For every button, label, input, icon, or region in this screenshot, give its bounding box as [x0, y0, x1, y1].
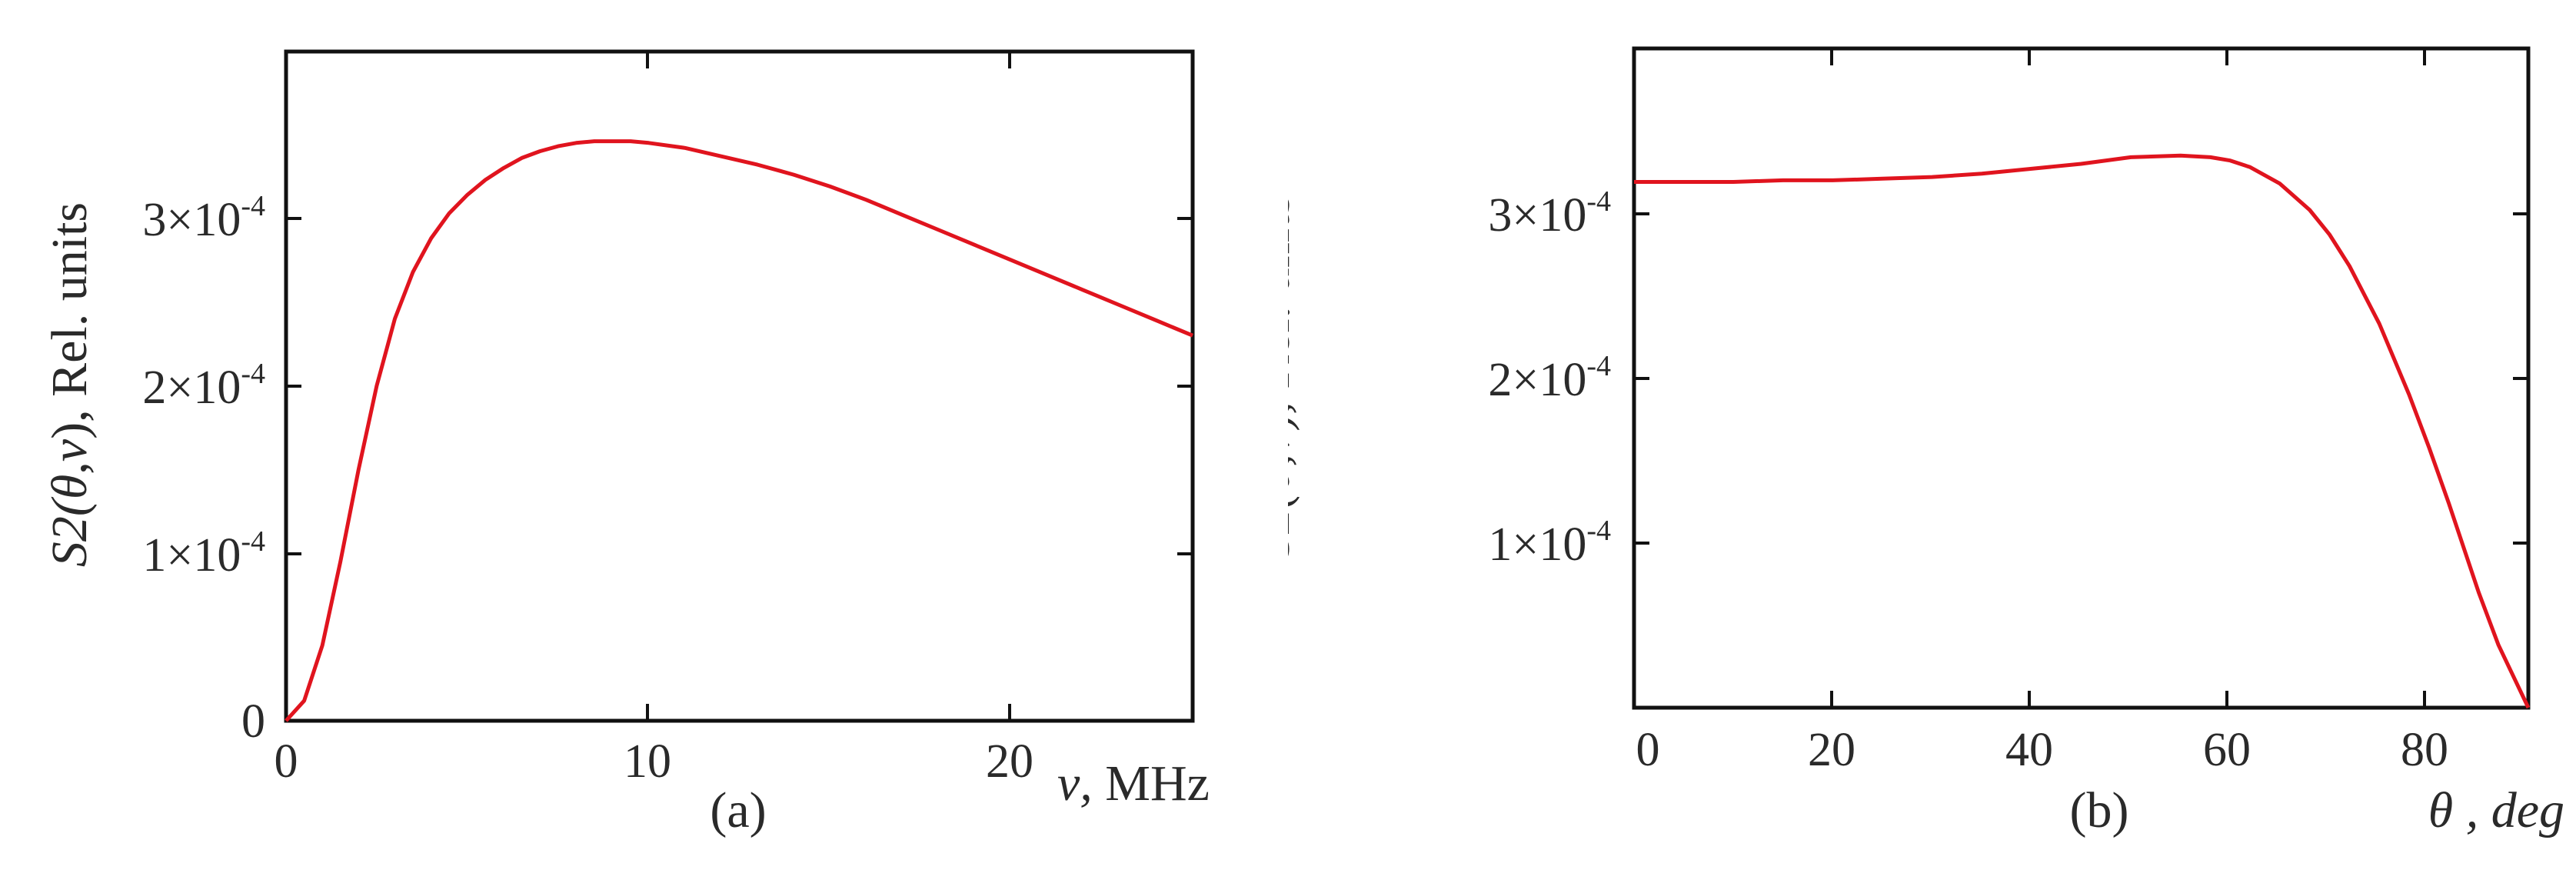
y-tick-label: 2×10-4 [142, 358, 265, 414]
y-tick-label: 3×10-4 [142, 190, 265, 246]
x-tick-labels-a: 0 10 20 [275, 735, 1034, 788]
x-tick-label: 0 [275, 735, 298, 788]
x-tick-label: 0 [1636, 724, 1660, 776]
data-line-b [1634, 153, 2531, 709]
y-tick-label: 1×10-4 [142, 525, 265, 582]
x-tick-labels-b: 0 20 40 60 80 [1636, 724, 2449, 776]
chart-a-svg: S2(θ,ν), Rel. units 0 1×10-4 2×10-4 3×10… [42, 49, 1210, 838]
plot-frame-b [1632, 46, 2531, 710]
panel-caption-a: (a) [710, 782, 766, 838]
y-tick-labels-a: 0 1×10-4 2×10-4 3×10-4 [142, 190, 265, 748]
x-tick-label: 20 [1808, 724, 1855, 776]
chart-panel-b: S2(θ,ν), Rel. units 1×10-4 2×10-4 3×10-4 [1288, 0, 2576, 870]
y-ticks-a [286, 217, 1193, 555]
plot-frame-a [284, 49, 1195, 723]
x-tick-label: 10 [624, 735, 671, 788]
chart-b-svg: S2(θ,ν), Rel. units 1×10-4 2×10-4 3×10-4 [1288, 46, 2564, 838]
x-axis-label-a: ν, MHz [1057, 755, 1210, 812]
y-tick-labels-b: 1×10-4 2×10-4 3×10-4 [1488, 185, 1611, 571]
y-axis-label-b: S2(θ,ν), Rel. units [1288, 195, 1300, 559]
x-ticks-b [1830, 48, 2426, 708]
y-tick-label: 2×10-4 [1488, 350, 1611, 406]
y-tick-label: 0 [241, 695, 265, 748]
x-ticks-a [646, 52, 1011, 721]
y-axis-label-a: S2(θ,ν), Rel. units [42, 202, 98, 567]
x-axis-label-b: θ , deg [2428, 782, 2564, 838]
y-tick-label: 1×10-4 [1488, 515, 1611, 571]
y-ticks-b [1634, 212, 2528, 545]
x-tick-label: 60 [2203, 724, 2251, 776]
y-tick-label: 3×10-4 [1488, 185, 1611, 242]
x-tick-label: 80 [2401, 724, 2448, 776]
chart-panel-a: S2(θ,ν), Rel. units 0 1×10-4 2×10-4 3×10… [42, 49, 1210, 838]
data-line-a [285, 139, 1193, 722]
panel-caption-b: (b) [2070, 782, 2129, 838]
x-tick-label: 20 [986, 735, 1033, 788]
x-tick-label: 40 [2005, 724, 2053, 776]
